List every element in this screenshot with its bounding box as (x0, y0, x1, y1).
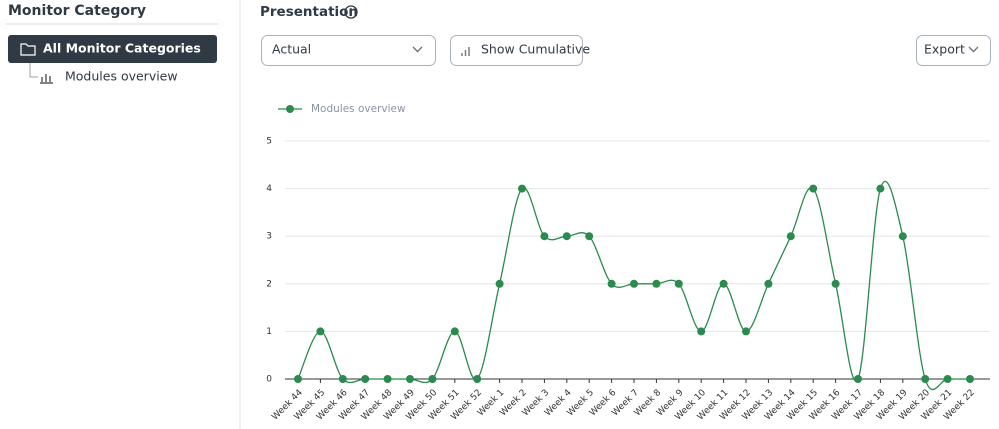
folder-icon (20, 43, 36, 56)
point (876, 184, 885, 193)
point (316, 327, 325, 336)
point (674, 279, 683, 288)
point (764, 279, 773, 288)
info-icon[interactable] (344, 5, 358, 19)
point (473, 375, 482, 383)
point (518, 184, 526, 193)
point (898, 232, 907, 241)
tree-item-selected[interactable] (8, 35, 217, 63)
y-tick-label: 1 (266, 327, 272, 337)
point (585, 232, 594, 241)
point (921, 375, 930, 383)
point (540, 232, 549, 241)
tree-item-label[interactable]: All Monitor Categories (43, 41, 201, 56)
tree-connector (29, 63, 38, 78)
point (652, 279, 661, 288)
point (562, 232, 571, 241)
point (338, 375, 347, 383)
export-button[interactable] (916, 35, 991, 66)
bar-icon (461, 47, 470, 56)
point (406, 375, 414, 383)
view-select[interactable] (261, 35, 436, 66)
line (297, 180, 970, 391)
sidebar-title: Monitor Category (8, 3, 146, 19)
chart-icon (40, 74, 53, 84)
point (854, 375, 862, 383)
point (831, 279, 840, 288)
section-title: Presentation (260, 4, 358, 20)
point (495, 279, 504, 288)
view-select-value[interactable]: Actual (272, 42, 311, 57)
chevron (412, 46, 423, 53)
point (428, 375, 437, 383)
point (294, 375, 302, 383)
legend-marker (286, 105, 294, 113)
point (719, 279, 728, 288)
point (943, 375, 952, 383)
point (383, 375, 392, 383)
chevron (968, 46, 979, 53)
legend-label: Modules overview (311, 103, 406, 115)
y-tick-label: 2 (266, 279, 272, 289)
point (450, 327, 459, 336)
button-label[interactable]: Show Cumulative (481, 42, 590, 57)
point (607, 279, 616, 288)
y-tick-label: 3 (266, 232, 272, 242)
point (361, 375, 370, 383)
y-tick-label: 0 (266, 375, 272, 385)
point (809, 184, 818, 193)
button-label[interactable]: Export (924, 42, 965, 57)
point (966, 375, 974, 383)
tree-item-label[interactable]: Modules overview (65, 69, 178, 84)
point (697, 327, 706, 336)
cumulative-button[interactable] (450, 35, 583, 66)
point (786, 232, 795, 241)
y-tick-label: 4 (266, 184, 272, 194)
y-tick-label: 5 (266, 137, 272, 147)
point (630, 279, 638, 288)
point (742, 327, 750, 336)
